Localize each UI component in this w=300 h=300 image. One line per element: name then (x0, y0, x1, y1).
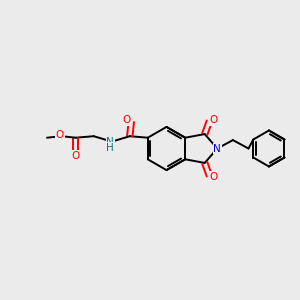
Text: H: H (106, 143, 114, 153)
Text: N: N (106, 137, 114, 147)
Text: O: O (123, 115, 131, 125)
Text: O: O (72, 151, 80, 161)
Text: O: O (209, 172, 217, 182)
Text: O: O (56, 130, 64, 140)
Text: N: N (213, 143, 221, 154)
Text: O: O (209, 115, 217, 125)
